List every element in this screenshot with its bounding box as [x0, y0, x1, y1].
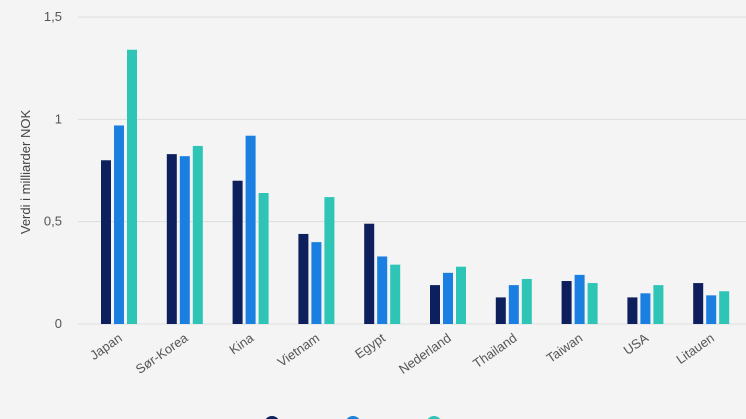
legend-label: 2024	[286, 416, 315, 419]
bar-group	[561, 274, 598, 324]
bar-group	[430, 266, 466, 324]
bar-2022[interactable]	[258, 193, 269, 324]
bar-2024[interactable]	[693, 283, 704, 324]
bar-2023[interactable]	[706, 295, 717, 324]
bar-2023[interactable]	[114, 125, 124, 325]
bar-group	[495, 278, 532, 324]
bar-2022[interactable]	[719, 291, 730, 324]
bar-2024[interactable]	[364, 223, 375, 324]
bar-2023[interactable]	[443, 272, 453, 324]
x-tick-label: Egypt	[352, 330, 388, 362]
bar-2023[interactable]	[377, 256, 388, 324]
x-tick-label: Taiwan	[544, 330, 586, 365]
bar-2024[interactable]	[495, 297, 506, 324]
bar-group	[166, 145, 203, 324]
bar-2022[interactable]	[521, 278, 532, 324]
bar-group	[627, 285, 664, 324]
bar-2024[interactable]	[561, 281, 572, 324]
y-tick-label: 1,5	[44, 9, 62, 24]
legend-item[interactable]: 2022	[426, 416, 477, 419]
bar-2022[interactable]	[587, 283, 598, 324]
x-tick-label: Litauen	[673, 330, 717, 367]
legend-item[interactable]: 2024	[264, 416, 315, 419]
bar-group	[101, 49, 137, 325]
bar-2022[interactable]	[324, 197, 335, 324]
y-tick-label: 0	[55, 316, 62, 331]
bar-2023[interactable]	[640, 293, 651, 324]
legend-marker	[346, 416, 360, 419]
x-tick-label: USA	[621, 330, 652, 358]
y-axis-title: Verdi i milliarder NOK	[18, 110, 33, 235]
bar-2023[interactable]	[245, 135, 256, 324]
x-axis-labels: Japan Sør-Korea Kina Vietnam Egypt Nederland T…	[87, 330, 717, 377]
x-tick-label: Thailand	[470, 330, 519, 371]
y-tick-label: 1	[55, 111, 62, 126]
bar-2022[interactable]	[390, 264, 401, 324]
bar-2022[interactable]	[653, 285, 664, 324]
bar-group	[693, 283, 730, 324]
legend[interactable]: 2024 2023 2022	[264, 416, 477, 419]
legend-label: 2022	[448, 416, 477, 419]
y-axis-ticks: 0 0,5 1 1,5	[44, 9, 62, 331]
bar-group	[232, 135, 269, 324]
bar-2022[interactable]	[127, 49, 137, 324]
bar-2024[interactable]	[101, 160, 111, 324]
legend-label: 2023	[367, 416, 396, 419]
x-tick-label: Japan	[87, 330, 125, 363]
x-tick-label: Vietnam	[275, 330, 322, 370]
bar-2022[interactable]	[456, 266, 466, 324]
legend-marker	[427, 416, 441, 419]
y-tick-label: 0,5	[44, 214, 62, 229]
bar-2023[interactable]	[179, 156, 190, 324]
bar-2024[interactable]	[166, 154, 177, 324]
bar-2024[interactable]	[430, 285, 440, 324]
bar-2024[interactable]	[298, 233, 309, 324]
bar-group	[298, 197, 335, 324]
bars	[101, 49, 730, 325]
legend-item[interactable]: 2023	[345, 416, 396, 419]
legend-marker	[265, 416, 279, 419]
bar-2023[interactable]	[508, 285, 519, 324]
x-tick-label: Kina	[226, 330, 257, 358]
bar-group	[364, 223, 401, 324]
bar-2024[interactable]	[627, 297, 638, 324]
x-tick-label: Sør-Korea	[133, 330, 191, 377]
bar-2023[interactable]	[574, 274, 585, 324]
bar-2023[interactable]	[311, 242, 322, 324]
bar-2024[interactable]	[232, 180, 243, 324]
x-tick-label: Nederland	[396, 330, 454, 377]
bar-2022[interactable]	[192, 145, 203, 324]
gridlines	[78, 16, 746, 325]
